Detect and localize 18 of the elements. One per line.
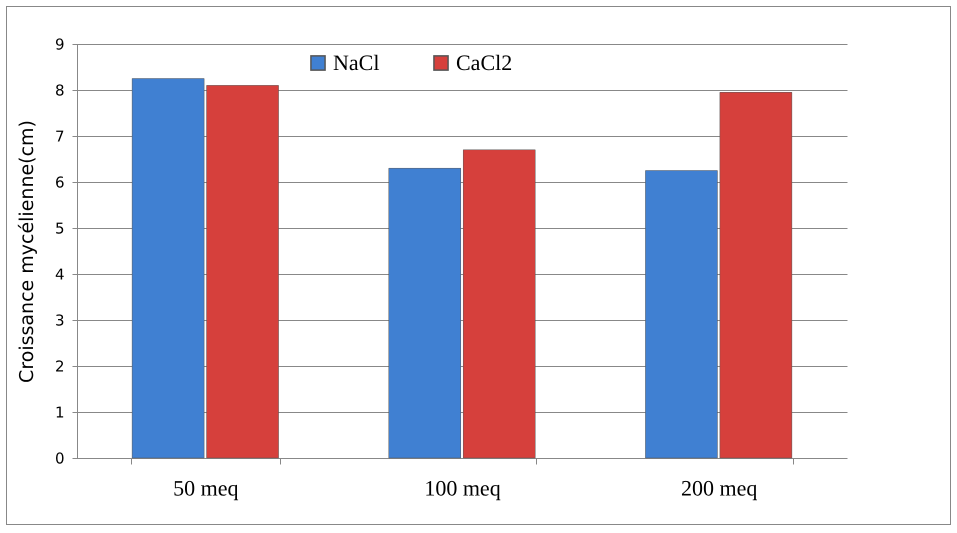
y-tick-label: 9	[54, 36, 64, 54]
y-tick-label: 5	[54, 220, 64, 238]
y-tick-label: 3	[54, 312, 64, 330]
bar	[462, 150, 536, 458]
x-tick-label: 200 meq	[680, 476, 758, 500]
legend-label: NaCl	[333, 50, 380, 75]
x-tick-label: 50 meq	[173, 476, 239, 500]
x-tick-label: 100 meq	[424, 476, 501, 500]
y-tick-label: 6	[54, 174, 64, 192]
legend-label: CaCl2	[456, 50, 512, 75]
y-tick-label: 2	[54, 358, 64, 376]
y-tick-label: 1	[54, 404, 64, 422]
y-tick-label: 0	[54, 450, 64, 468]
y-axis-title: Croissance mycélienne(cm)	[16, 120, 38, 383]
y-tick-label: 8	[54, 82, 64, 100]
y-tick-label: 4	[54, 266, 64, 284]
y-tick-label: 7	[54, 128, 64, 146]
bar	[388, 168, 462, 458]
